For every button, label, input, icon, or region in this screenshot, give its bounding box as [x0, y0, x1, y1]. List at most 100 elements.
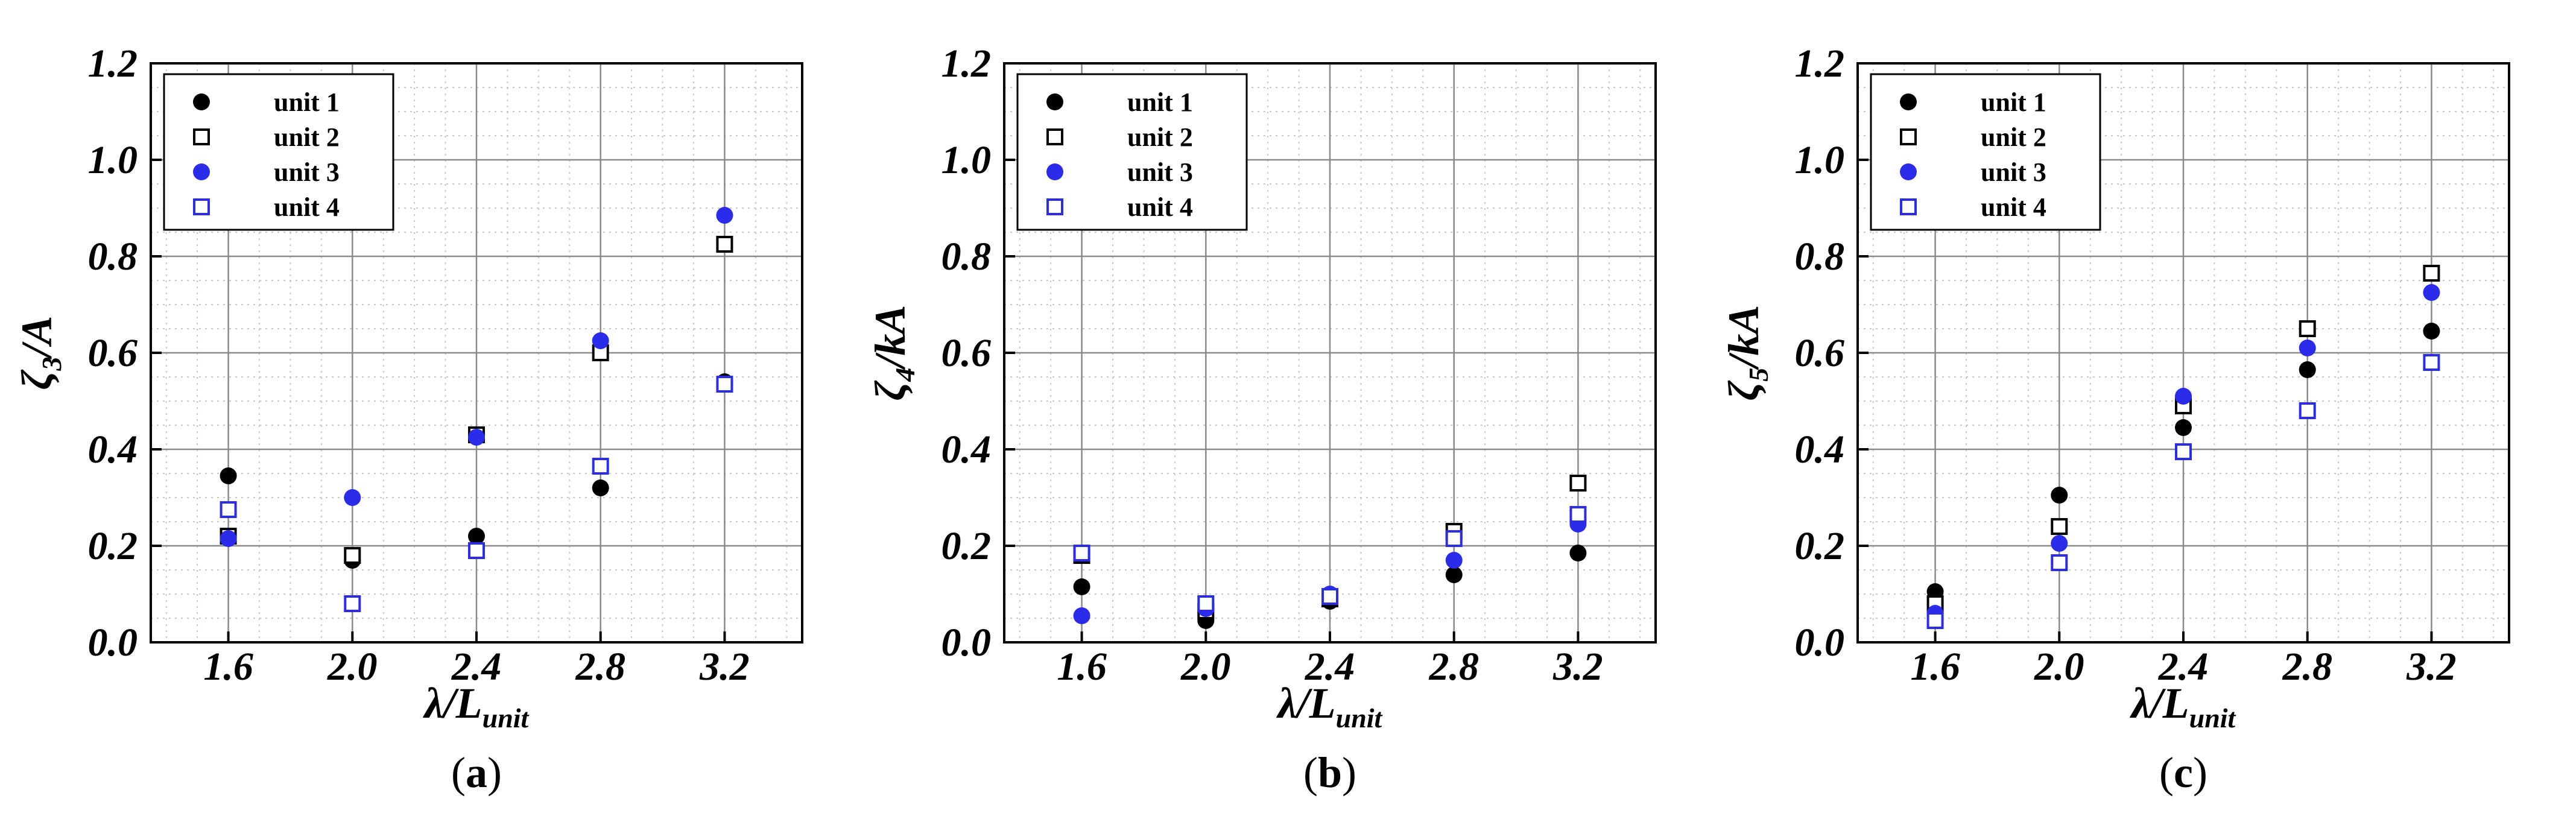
- x-tick-label: 2.4: [2158, 645, 2209, 689]
- y-tick-label: 0.6: [88, 331, 138, 375]
- y-tick-label: 1.2: [941, 42, 992, 86]
- data-point-series-4: [716, 376, 733, 393]
- data-point-series-4: [1073, 545, 1090, 561]
- x-tick-label: 2.4: [1305, 645, 1355, 689]
- legend-label: unit 2: [274, 122, 340, 152]
- x-tick-label: 1.6: [1910, 645, 1960, 689]
- data-point-series-4: [1926, 612, 1944, 629]
- y-tick-label: 1.2: [88, 42, 138, 86]
- y-tick-label: 0.6: [941, 331, 992, 375]
- legend-marker: [193, 163, 210, 180]
- x-tick-label: 3.2: [1552, 645, 1603, 689]
- data-point-series-1: [2051, 487, 2068, 504]
- legend-marker: [1900, 163, 1917, 180]
- legend-label: unit 2: [1981, 122, 2046, 152]
- data-point-series-4: [2423, 354, 2440, 371]
- data-point-series-4: [592, 458, 609, 475]
- y-tick-label: 0.4: [941, 428, 992, 472]
- data-point-series-1: [2423, 323, 2440, 340]
- y-tick-label: 1.0: [88, 138, 138, 182]
- y-axis-label: ζ5/kA: [1720, 305, 1774, 401]
- data-point-series-2: [344, 547, 361, 564]
- x-axis-label: λ/Lunit: [2130, 679, 2236, 733]
- x-tick-label: 2.8: [2282, 645, 2332, 689]
- panel-b: 1.6 2.0 2.4 2.8 3.2 0.0 0.2 0.4 0.6 0.8 1.0 1.2 uni…: [866, 42, 1657, 733]
- data-points: [1926, 265, 2440, 629]
- data-point-series-1: [1569, 545, 1587, 561]
- data-point-series-1: [2299, 361, 2316, 378]
- panel-a: 1.6 2.0 2.4 2.8 3.2 0.0 0.2 0.4 0.6 0.8 1.0 1.2 uni…: [13, 42, 803, 733]
- x-tick-label: 2.8: [1428, 645, 1479, 689]
- data-point-series-4: [1445, 530, 1463, 547]
- panel-c: 1.6 2.0 2.4 2.8 3.2 0.0 0.2 0.4 0.6 0.8 1.0 1.2 uni…: [1720, 42, 2510, 733]
- y-tick-label: 0.8: [1795, 235, 1845, 279]
- data-point-series-4: [468, 542, 485, 559]
- tick-labels: 1.6 2.0 2.4 2.8 3.2 0.0 0.2 0.4 0.6 0.8 1.0 1.2: [1795, 42, 2457, 689]
- x-tick-label: 3.2: [699, 645, 750, 689]
- legend-marker: [193, 198, 210, 215]
- legend-marker: [193, 128, 210, 145]
- caption-c: (c): [2159, 748, 2207, 797]
- tick-labels: 1.6 2.0 2.4 2.8 3.2 0.0 0.2 0.4 0.6 0.8 1.0 1.2: [88, 42, 750, 689]
- y-tick-label: 0.8: [88, 235, 138, 279]
- legend: unit 1 unit 2 unit 3 unit 4: [163, 73, 394, 231]
- legend-marker: [1046, 198, 1063, 215]
- data-point-series-3: [2299, 340, 2316, 356]
- data-point-series-2: [2299, 320, 2316, 337]
- y-tick-label: 0.0: [941, 621, 992, 665]
- data-point-series-2: [2051, 518, 2068, 535]
- legend-marker: [193, 93, 210, 110]
- x-tick-label: 2.0: [327, 645, 378, 689]
- x-tick-label: 1.6: [1057, 645, 1107, 689]
- data-points: [220, 207, 733, 612]
- data-point-series-4: [220, 501, 237, 518]
- data-point-series-4: [2175, 443, 2192, 460]
- data-point-series-2: [1569, 475, 1587, 492]
- data-point-series-4: [2299, 402, 2316, 419]
- legend-label: unit 4: [274, 192, 340, 222]
- data-point-series-3: [592, 332, 609, 349]
- legend-label: unit 3: [1127, 157, 1193, 187]
- legend-label: unit 1: [274, 87, 340, 117]
- legend: unit 1 unit 2 unit 3 unit 4: [1016, 73, 1248, 231]
- data-point-series-1: [2175, 419, 2192, 436]
- caption-a: (a): [451, 748, 502, 797]
- tick-labels: 1.6 2.0 2.4 2.8 3.2 0.0 0.2 0.4 0.6 0.8 1.0 1.2: [941, 42, 1603, 689]
- legend-label: unit 4: [1981, 192, 2046, 222]
- legend-marker: [1900, 128, 1917, 145]
- data-point-series-3: [468, 429, 485, 446]
- x-tick-label: 2.0: [2034, 645, 2084, 689]
- data-point-series-4: [344, 595, 361, 612]
- x-tick-label: 2.0: [1180, 645, 1231, 689]
- y-tick-label: 0.4: [1795, 428, 1845, 472]
- legend-label: unit 1: [1981, 87, 2046, 117]
- y-tick-label: 1.0: [1795, 138, 1845, 182]
- y-tick-label: 0.2: [1795, 524, 1845, 568]
- x-tick-label: 2.8: [575, 645, 625, 689]
- caption-b: (b): [1303, 748, 1356, 797]
- legend-marker: [1046, 163, 1063, 180]
- data-point-series-3: [2175, 388, 2192, 405]
- y-tick-label: 0.4: [88, 428, 138, 472]
- y-tick-label: 0.0: [88, 621, 138, 665]
- data-point-series-3: [344, 489, 361, 506]
- y-tick-label: 0.8: [941, 235, 992, 279]
- legend-label: unit 3: [274, 157, 340, 187]
- data-point-series-1: [468, 528, 485, 545]
- data-point-series-2: [716, 236, 733, 253]
- data-point-series-4: [2051, 554, 2068, 571]
- data-point-series-3: [1445, 552, 1463, 569]
- y-tick-label: 0.2: [941, 524, 992, 568]
- data-point-series-4: [1569, 506, 1587, 523]
- data-point-series-3: [2051, 535, 2068, 552]
- legend: unit 1 unit 2 unit 3 unit 4: [1870, 73, 2101, 231]
- y-tick-label: 0.0: [1795, 621, 1845, 665]
- data-point-series-4: [1321, 588, 1338, 605]
- data-point-series-1: [220, 467, 237, 484]
- data-points: [1073, 475, 1587, 629]
- x-tick-label: 2.4: [451, 645, 502, 689]
- x-tick-label: 3.2: [2406, 645, 2457, 689]
- legend-label: unit 1: [1127, 87, 1193, 117]
- data-point-series-1: [592, 479, 609, 496]
